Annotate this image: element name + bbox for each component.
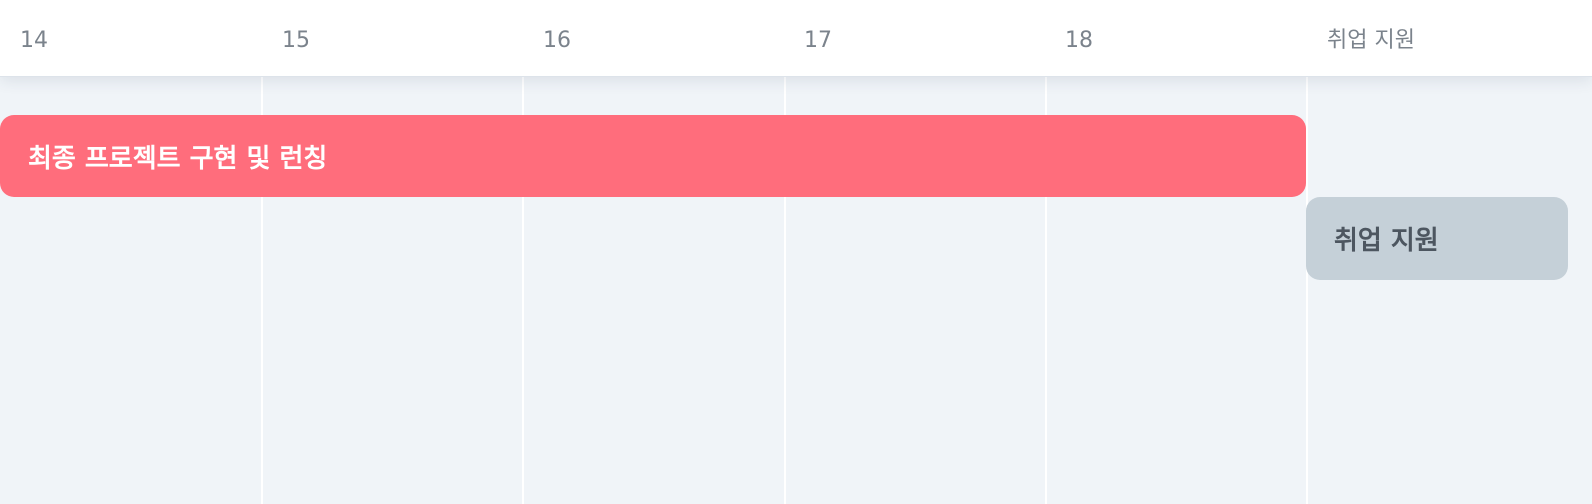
timeline-header: 14 15 16 17 18 취업 지원 <box>0 0 1592 77</box>
grid-divider <box>522 77 524 504</box>
timeline-grid <box>0 77 1592 504</box>
column-label-17: 17 <box>804 28 832 53</box>
event-job-application[interactable]: 취업 지원 <box>1306 197 1568 280</box>
column-label-job-application: 취업 지원 <box>1327 28 1415 53</box>
column-label-15: 15 <box>282 28 310 53</box>
grid-divider <box>784 77 786 504</box>
grid-divider <box>261 77 263 504</box>
event-title: 최종 프로젝트 구현 및 런칭 <box>28 143 328 174</box>
column-label-16: 16 <box>543 28 571 53</box>
column-label-18: 18 <box>1065 28 1093 53</box>
grid-divider <box>1045 77 1047 504</box>
event-final-project-launch[interactable]: 최종 프로젝트 구현 및 런칭 <box>0 115 1306 197</box>
grid-divider <box>1306 77 1308 504</box>
event-title: 취업 지원 <box>1334 226 1439 256</box>
column-label-14: 14 <box>20 28 48 53</box>
